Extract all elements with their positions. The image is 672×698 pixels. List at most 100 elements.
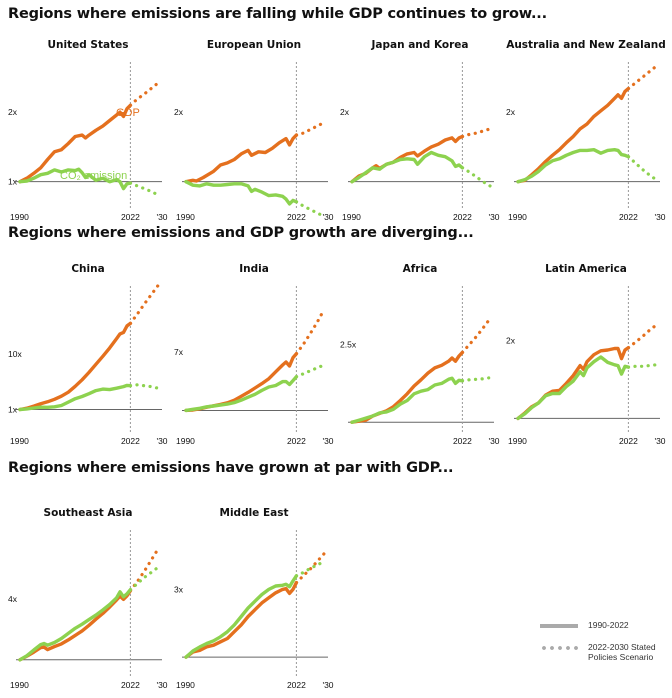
chart-united-states: United States 1x 2x 1990 2022 '30 GDP CO₂ emiss…: [8, 39, 168, 222]
chart-european-union: European Union 2x 1990 2022 '30: [174, 39, 334, 222]
panel-title: China: [71, 263, 104, 275]
gdp-projection-dots: [128, 81, 160, 107]
gdp-projection-dots: [626, 64, 658, 91]
chart-middle-east: Middle East 3x 1990 2022 '30: [174, 507, 334, 690]
panel-title: Australia and New Zealand: [506, 39, 666, 51]
x-tick-label: 1990: [508, 436, 527, 446]
co2-projection-dots: [128, 565, 160, 592]
panel-title: European Union: [207, 39, 301, 51]
co2-history-line: [516, 355, 631, 421]
y-tick-label: 7x: [174, 347, 184, 357]
gdp-history-line: [18, 588, 133, 662]
x-tick-label: 1990: [342, 212, 361, 222]
x-tick-label: 2022: [287, 212, 306, 222]
y-tick-label: 3x: [174, 584, 184, 594]
panel-title: Japan and Korea: [370, 39, 468, 51]
co2-projection-dots: [294, 363, 326, 379]
x-tick-label: 1990: [508, 212, 527, 222]
chart-japan-and-korea: Japan and Korea 2x 1990 2022 '30: [340, 39, 500, 222]
chart-southeast-asia: Southeast Asia 4x 1990 2022 '30: [8, 507, 168, 690]
x-tick-label: '30: [488, 212, 499, 222]
gdp-history-line: [350, 350, 465, 424]
y-tick-label: 2x: [506, 107, 516, 117]
co2-history-line: [184, 374, 299, 413]
co2-history-line: [516, 147, 631, 184]
chart-india: India 7x 1990 2022 '30: [174, 263, 334, 446]
x-tick-label: 1990: [176, 436, 195, 446]
gdp-projection-dots: [294, 552, 326, 585]
co2-projection-dots: [294, 200, 326, 218]
y-tick-label: 4x: [8, 594, 18, 604]
x-tick-label: 1990: [10, 212, 29, 222]
gdp-projection-dots: [460, 127, 492, 139]
y-tick-label: 2x: [506, 336, 516, 346]
y-tick-label: 1x: [8, 177, 18, 187]
x-tick-label: '30: [156, 212, 167, 222]
y-tick-label: 2x: [340, 107, 350, 117]
y-tick-label: 2.5x: [340, 340, 357, 350]
y-tick-label: 2x: [8, 107, 18, 117]
x-tick-label: '30: [654, 212, 665, 222]
chart-australia-and-new-zealand: Australia and New Zealand 2x 1990 2022 '30: [506, 39, 666, 222]
x-tick-label: 2022: [619, 436, 638, 446]
co2-projection-dots: [626, 155, 658, 182]
x-tick-label: '30: [322, 680, 333, 690]
panel-title: India: [239, 263, 269, 275]
x-tick-label: 2022: [121, 436, 140, 446]
legend-projection-swatch: [540, 646, 580, 650]
co2-history-line: [350, 376, 465, 424]
section-title-falling: Regions where emissions are falling whil…: [8, 6, 547, 22]
gdp-series-label: GDP: [116, 107, 140, 119]
panel-title: United States: [48, 39, 129, 51]
x-tick-label: '30: [156, 436, 167, 446]
panel-title: Middle East: [220, 507, 289, 519]
x-tick-label: 2022: [287, 436, 306, 446]
co2-history-line: [184, 179, 299, 206]
gdp-projection-dots: [294, 308, 326, 356]
panel-title: Africa: [403, 263, 438, 275]
co2-series-label: CO₂ emission: [60, 170, 127, 182]
gdp-history-line: [184, 580, 299, 659]
co2-projection-dots: [626, 363, 658, 369]
co2-history-line: [18, 383, 133, 412]
co2-projection-dots: [128, 181, 160, 197]
co2-projection-dots: [460, 376, 492, 383]
x-tick-label: '30: [322, 436, 333, 446]
x-tick-label: 2022: [619, 212, 638, 222]
panel-title: Southeast Asia: [44, 507, 133, 519]
co2-projection-dots: [460, 166, 492, 188]
section-title-par: Regions where emissions have grown at pa…: [8, 460, 454, 476]
x-tick-label: 2022: [121, 680, 140, 690]
gdp-projection-dots: [460, 317, 492, 355]
legend-projection-label: 2022-2030 Stated Policies Scenario: [588, 642, 656, 662]
chart-latin-america: Latin America 2x 1990 2022 '30: [506, 263, 666, 446]
panel-title: Latin America: [545, 263, 627, 275]
x-tick-label: 1990: [10, 436, 29, 446]
x-tick-label: 1990: [176, 680, 195, 690]
legend: 1990-2022 2022-2030 Stated Policies Scen…: [540, 620, 670, 670]
x-tick-label: 1990: [10, 680, 29, 690]
gdp-projection-dots: [294, 120, 326, 137]
chart-china: China 1x 10x 1990 2022 '30: [8, 263, 168, 446]
co2-projection-dots: [128, 383, 160, 390]
section-title-diverging: Regions where emissions and GDP growth a…: [8, 225, 474, 241]
x-tick-label: 1990: [176, 212, 195, 222]
y-tick-label: 2x: [174, 107, 184, 117]
x-tick-label: '30: [156, 680, 167, 690]
x-tick-label: 2022: [453, 436, 472, 446]
gdp-history-line: [184, 133, 299, 184]
gdp-history-line: [18, 103, 133, 184]
gdp-history-line: [516, 86, 631, 184]
legend-historical-swatch: [540, 624, 578, 628]
gdp-projection-dots: [128, 284, 160, 326]
gdp-history-line: [18, 321, 133, 412]
legend-projection-line1: 2022-2030 Stated: [588, 642, 656, 652]
x-tick-label: 2022: [287, 680, 306, 690]
chart-africa: Africa 2.5x 2022 '30: [340, 263, 500, 446]
co2-history-line: [350, 150, 465, 184]
x-tick-label: 2022: [121, 212, 140, 222]
co2-history-line: [184, 574, 299, 659]
gdp-projection-dots: [626, 323, 658, 350]
legend-projection-line2: Policies Scenario: [588, 652, 654, 662]
x-tick-label: '30: [488, 436, 499, 446]
